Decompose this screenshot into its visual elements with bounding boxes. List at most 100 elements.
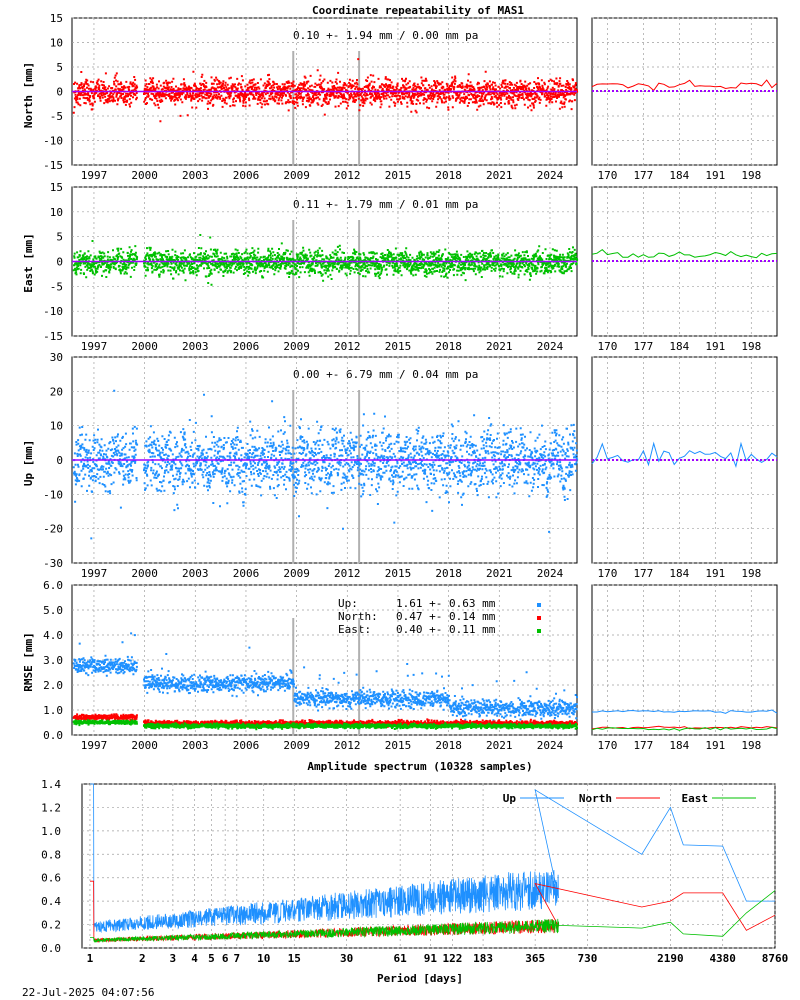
- zoom-xtick-label: 191: [705, 567, 725, 580]
- panel-north: North [mm] 0.10 +- 1.94 mm / 0.00 mm pa: [22, 29, 478, 128]
- page-title: Coordinate repeatability of MAS1: [312, 4, 524, 17]
- zoom-xtick-label: 177: [633, 169, 653, 182]
- legend-up-value: 1.61 +- 0.63 mm: [396, 597, 496, 610]
- xtick-label: 2015: [385, 169, 412, 182]
- xtick-label: 2003: [182, 567, 209, 580]
- spectrum-xtick: 8760: [762, 952, 789, 965]
- xtick-label: 2021: [486, 169, 513, 182]
- ylabel-up: Up [mm]: [22, 440, 35, 486]
- xtick-label: 2006: [233, 340, 260, 353]
- annotation-east: 0.11 +- 1.79 mm / 0.01 mm pa: [293, 198, 478, 211]
- plot-area-1: -15 -10 -5 0 5 10 15 1997 2000 2003 2006 2009 2012 20…: [43, 181, 778, 353]
- zoom-xtick-label: 184: [669, 340, 689, 353]
- spectrum-legend-up: Up: [503, 792, 517, 805]
- legend-east-name: East:: [338, 623, 371, 636]
- xtick-label: 2021: [486, 567, 513, 580]
- xtick-label: 2006: [233, 567, 260, 580]
- ylabel-rmse: RMSE [mm]: [22, 632, 35, 692]
- ytick-label: -10: [43, 135, 63, 148]
- ytick-label: 0.0: [43, 729, 63, 742]
- spectrum-plot: 0.0 0.2 0.4 0.6 0.8 1.0 1.2 1.4 1 2 3 4 5 6 7 10 15 30 61 9…: [41, 778, 788, 965]
- spectrum-ytick: 0.4: [41, 895, 61, 908]
- legend-up-name: Up:: [338, 597, 358, 610]
- ytick-label: 15: [50, 181, 63, 194]
- zoom-xtick-label: 191: [705, 739, 725, 752]
- zoom-xtick-label: 198: [741, 567, 761, 580]
- xtick-label: 2015: [385, 567, 412, 580]
- zoom-xtick-label: 177: [633, 340, 653, 353]
- zoom-xtick-label: 184: [669, 739, 689, 752]
- xtick-label: 2000: [131, 169, 158, 182]
- spectrum-xtick: 122: [443, 952, 463, 965]
- xtick-label: 2024: [537, 739, 564, 752]
- spectrum-xtick: 91: [424, 952, 438, 965]
- ytick-label: -5: [50, 110, 63, 123]
- xtick-label: 1997: [81, 567, 108, 580]
- rmse-zoom-up: [592, 709, 778, 714]
- ytick-label: 10: [50, 206, 63, 219]
- rmse-zoom-north: [591, 725, 778, 730]
- spectrum-ytick: 0.8: [41, 848, 61, 861]
- zoom-xtick-label: 170: [597, 567, 617, 580]
- ytick-label: 2.0: [43, 679, 63, 692]
- xtick-label: 2018: [435, 739, 462, 752]
- zoom-xtick-label: 198: [741, 169, 761, 182]
- zoom-xtick-label: 170: [597, 340, 617, 353]
- xtick-label: 2006: [233, 169, 260, 182]
- annotation-north: 0.10 +- 1.94 mm / 0.00 mm pa: [293, 29, 478, 42]
- xtick-label: 2012: [334, 340, 361, 353]
- ytick-label: 10: [50, 420, 63, 433]
- ytick-label: 3.0: [43, 654, 63, 667]
- spectrum-xtick: 365: [525, 952, 545, 965]
- ytick-label: 30: [50, 351, 63, 364]
- zoom-xtick-label: 198: [741, 340, 761, 353]
- xtick-label: 2024: [537, 340, 564, 353]
- ytick-label: 5: [56, 61, 63, 74]
- xtick-label: 2018: [435, 340, 462, 353]
- legend-north-value: 0.47 +- 0.14 mm: [396, 610, 496, 623]
- zoom-xtick-label: 191: [705, 169, 725, 182]
- ytick-label: 10: [50, 37, 63, 50]
- spectrum-xtick: 730: [578, 952, 598, 965]
- zoom-xtick-label: 177: [633, 739, 653, 752]
- plot-area-2: -30 -20 -10 0 10 20 30 1997 2000 2003 2006 2009 2012…: [43, 351, 778, 580]
- xtick-label: 2012: [334, 169, 361, 182]
- xtick-label: 2009: [283, 567, 310, 580]
- ytick-label: 0: [56, 454, 63, 467]
- xtick-label: 2018: [435, 567, 462, 580]
- spectrum-xtick: 7: [233, 952, 240, 965]
- xtick-label: 2024: [537, 567, 564, 580]
- zoom-xtick-label: 184: [669, 567, 689, 580]
- xtick-label: 2000: [131, 739, 158, 752]
- spectrum-xlabel: Period [days]: [377, 972, 463, 985]
- spectrum-legend-north: North: [579, 792, 612, 805]
- data-points-up: [72, 389, 579, 540]
- xtick-label: 1997: [81, 739, 108, 752]
- spectrum-ytick: 1.4: [41, 778, 61, 791]
- zoom-xtick-label: 170: [597, 739, 617, 752]
- xtick-label: 1997: [81, 169, 108, 182]
- legend-east-value: 0.40 +- 0.11 mm: [396, 623, 496, 636]
- plot-area-3: 0.0 1.0 2.0 3.0 4.0 5.0 6.0 1997 2000 2003 2006 200…: [43, 579, 778, 752]
- ytick-label: 1.0: [43, 704, 63, 717]
- spectrum-xtick: 15: [288, 952, 301, 965]
- ytick-label: 20: [50, 385, 63, 398]
- spectrum-ytick: 0.6: [41, 872, 61, 885]
- ytick-label: -20: [43, 523, 63, 536]
- spectrum-xtick: 30: [340, 952, 353, 965]
- legend-north-name: North:: [338, 610, 378, 623]
- spectrum-xtick: 2: [139, 952, 146, 965]
- xtick-label: 2021: [486, 739, 513, 752]
- xtick-label: 2006: [233, 739, 260, 752]
- xtick-label: 2015: [385, 340, 412, 353]
- xtick-label: 2003: [182, 340, 209, 353]
- xtick-label: 2009: [283, 340, 310, 353]
- panel-spectrum: Amplitude spectrum (10328 samples) Perio…: [307, 760, 708, 985]
- xtick-label: 2018: [435, 169, 462, 182]
- zoom-xtick-label: 191: [705, 340, 725, 353]
- spectrum-xtick: 183: [473, 952, 493, 965]
- zoom-xtick-label: 177: [633, 567, 653, 580]
- spectrum-xtick: 3: [170, 952, 177, 965]
- ytick-label: -10: [43, 488, 63, 501]
